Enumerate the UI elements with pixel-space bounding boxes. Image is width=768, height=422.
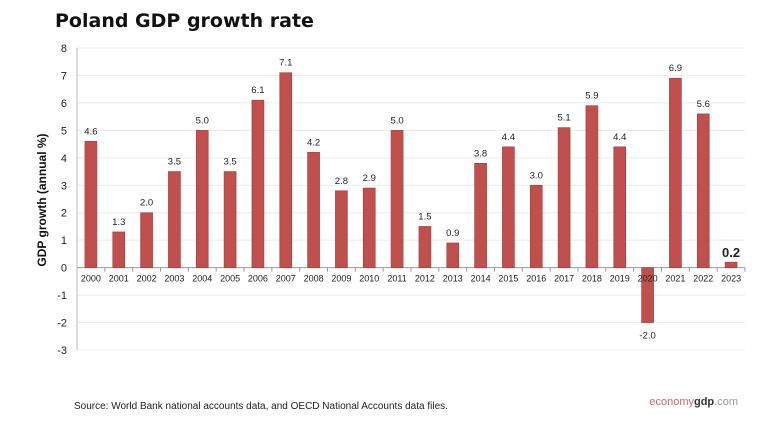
data-label: 5.1: [557, 113, 570, 124]
y-tick-label: -1: [57, 290, 67, 302]
bar-2019: [613, 146, 627, 268]
data-label: 5.0: [390, 115, 403, 126]
y-tick-label: 1: [61, 235, 67, 247]
x-tick-label: 2008: [304, 274, 324, 284]
x-tick-label: 2018: [582, 274, 602, 284]
bar-2023: [724, 261, 738, 268]
data-label: 2.9: [363, 173, 376, 184]
x-tick-label: 2020: [638, 274, 658, 284]
bar-2022: [696, 113, 710, 268]
bar-2006: [251, 99, 265, 268]
x-tick-label: 2016: [526, 274, 546, 284]
bar-2014: [474, 163, 487, 268]
y-tick-label: -2: [57, 318, 67, 330]
x-tick-label: 2006: [248, 274, 268, 284]
x-tick-label: 2000: [81, 274, 101, 284]
data-label: 7.1: [279, 58, 292, 69]
x-tick-label: 2011: [387, 274, 406, 284]
data-label: 5.9: [585, 91, 598, 102]
x-tick-label: 2003: [164, 274, 184, 284]
data-label: 4.4: [502, 132, 515, 143]
y-tick-label: 7: [61, 70, 67, 82]
bar-2004: [195, 130, 209, 268]
x-tick-label: 2002: [137, 274, 157, 284]
data-label: 3.5: [168, 157, 181, 168]
data-label: 4.6: [84, 126, 97, 137]
data-label: 3.0: [530, 170, 543, 181]
y-tick-label: 8: [61, 43, 67, 55]
bar-2009: [335, 190, 348, 268]
x-tick-label: 2013: [443, 274, 463, 284]
data-label: 2.0: [140, 198, 153, 209]
y-tick-label: 5: [61, 125, 67, 137]
x-tick-label: 2023: [721, 274, 741, 284]
bar-2010: [362, 187, 376, 268]
x-tick-label: 2014: [471, 274, 491, 284]
x-tick-label: 2001: [109, 274, 129, 284]
bar-2001: [112, 231, 126, 268]
data-label: 4.2: [307, 137, 320, 148]
logo: economygdp.com: [649, 396, 738, 408]
data-label: 0.2: [722, 245, 740, 260]
source-note: Source: World Bank national accounts dat…: [74, 401, 448, 412]
x-tick-label: 2019: [610, 274, 630, 284]
bar-2017: [557, 127, 571, 268]
x-tick-label: 2007: [276, 274, 296, 284]
bar-2002: [140, 212, 153, 268]
bar-2013: [446, 242, 460, 268]
y-tick-label: 3: [61, 180, 67, 192]
x-tick-label: 2004: [192, 274, 212, 284]
bar-2015: [502, 146, 515, 268]
bar-2005: [223, 171, 237, 268]
data-label: 6.9: [669, 63, 682, 74]
data-label: 3.8: [474, 148, 487, 159]
x-tick-label: 2010: [359, 274, 379, 284]
bar-2016: [529, 184, 543, 268]
y-tick-label: 6: [61, 98, 67, 110]
data-label: -2.0: [639, 331, 655, 342]
bar-2020: [641, 267, 654, 323]
bar-2011: [390, 130, 404, 268]
x-tick-label: 2017: [554, 274, 574, 284]
y-tick-label: 2: [61, 208, 67, 220]
bar-2012: [418, 226, 432, 268]
x-tick-label: 2012: [415, 274, 435, 284]
data-label: 0.9: [446, 228, 459, 239]
y-tick-label: -3: [57, 345, 67, 357]
y-tick-label: 0: [61, 263, 67, 275]
bar-2007: [279, 72, 293, 268]
data-label: 1.5: [418, 211, 431, 222]
bar-2018: [585, 105, 599, 268]
x-tick-label: 2009: [331, 274, 351, 284]
data-label: 3.5: [223, 157, 236, 168]
x-tick-label: 2005: [220, 274, 240, 284]
data-label: 5.6: [697, 99, 710, 110]
data-label: 5.0: [196, 115, 209, 126]
data-label: 4.4: [613, 132, 626, 143]
x-tick-label: 2015: [498, 274, 518, 284]
y-tick-label: 4: [61, 153, 67, 165]
bar-2021: [669, 77, 682, 268]
data-label: 6.1: [251, 85, 264, 96]
x-tick-label: 2022: [693, 274, 713, 284]
y-axis-label: GDP growth (annual %): [35, 133, 49, 266]
x-tick-label: 2021: [665, 274, 685, 284]
bar-2000: [84, 141, 98, 268]
data-label: 2.8: [335, 176, 348, 187]
bar-2008: [307, 152, 320, 268]
data-label: 1.3: [112, 217, 125, 228]
bar-2003: [168, 171, 181, 268]
chart-title: Poland GDP growth rate: [55, 10, 314, 32]
